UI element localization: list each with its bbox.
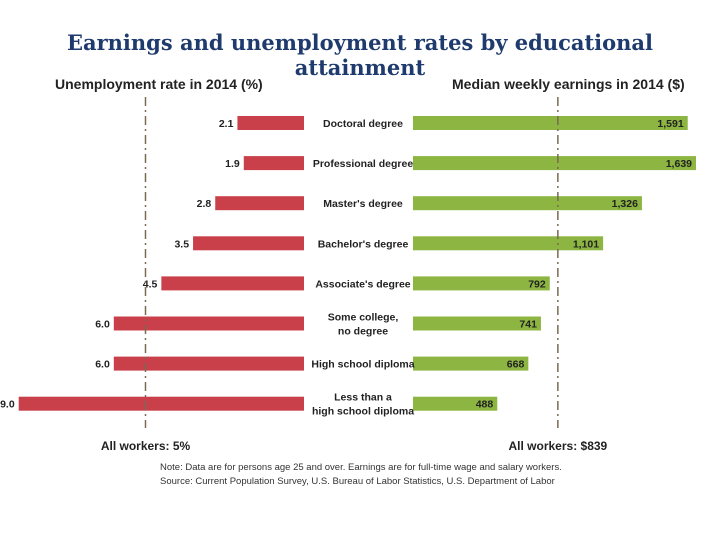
category-label-line: Professional degree <box>313 158 414 170</box>
earnings-value-label: 741 <box>519 319 537 331</box>
earnings-value-label: 488 <box>476 399 494 411</box>
earnings-bar <box>413 316 541 331</box>
earnings-value-label: 1,326 <box>612 198 638 210</box>
earnings-value-label: 1,101 <box>573 238 599 250</box>
earnings-bar <box>413 116 688 130</box>
chart-source: Source: Current Population Survey, U.S. … <box>160 476 555 487</box>
earnings-value-label: 792 <box>528 278 546 290</box>
unemployment-bar <box>18 396 304 411</box>
unemployment-value-label: 6.0 <box>95 319 110 331</box>
chart-title: Earnings and unemployment rates by educa… <box>66 30 654 80</box>
earnings-bar <box>413 356 529 371</box>
category-label: Master's degree <box>323 198 403 210</box>
unemployment-value-label: 3.5 <box>174 238 189 250</box>
category-label: Professional degree <box>313 158 414 170</box>
earnings-bar <box>413 156 696 171</box>
category-label-line: Less than a <box>334 392 392 404</box>
unemployment-reference-label: All workers: 5% <box>101 439 191 453</box>
unemployment-panel-title: Unemployment rate in 2014 (%) <box>55 76 263 92</box>
category-label-line: high school diploma <box>312 406 414 418</box>
unemployment-bar <box>193 236 304 251</box>
earnings-value-label: 1,639 <box>666 158 692 170</box>
unemployment-bar <box>113 356 304 371</box>
reference-lines: All workers: 5% All workers: $839 <box>101 97 608 453</box>
category-label-line: Some college, <box>328 312 399 324</box>
category-label: Less than a high school diploma <box>312 392 414 418</box>
unemployment-bar <box>113 316 304 331</box>
earnings-bar <box>413 396 498 411</box>
category-label-line: High school diploma <box>311 359 414 371</box>
unemployment-bar <box>237 116 304 130</box>
category-label-line: Doctoral degree <box>323 118 403 130</box>
earnings-bar <box>413 236 604 251</box>
unemployment-value-label: 2.8 <box>197 198 212 210</box>
category-label: High school diploma <box>311 359 414 371</box>
unemployment-value-label: 6.0 <box>95 359 110 371</box>
earnings-bar <box>413 276 550 291</box>
unemployment-value-label: 4.5 <box>143 278 158 290</box>
category-label: Associate's degree <box>315 278 410 290</box>
unemployment-bar <box>161 276 304 291</box>
unemployment-bar <box>215 196 304 211</box>
category-labels: Doctoral degree Professional degree Master… <box>311 118 414 418</box>
category-label: Doctoral degree <box>323 118 403 130</box>
earnings-bars: 1,591 1,639 1,326 1,101 792 741 668 488 <box>413 116 696 411</box>
earnings-reference-label: All workers: $839 <box>509 439 608 453</box>
unemployment-bar <box>243 156 304 171</box>
earnings-value-label: 1,591 <box>657 118 683 130</box>
chart-note: Note: Data are for persons age 25 and ov… <box>160 462 562 473</box>
category-label-line: Master's degree <box>323 198 403 210</box>
unemployment-value-label: 1.9 <box>225 158 240 170</box>
earnings-panel-title: Median weekly earnings in 2014 ($) <box>452 76 685 92</box>
earnings-bar <box>413 196 642 211</box>
category-label-line: Bachelor's degree <box>318 238 409 250</box>
unemployment-value-label: 2.1 <box>219 118 234 130</box>
category-label-line: Associate's degree <box>315 278 410 290</box>
unemployment-bars: 2.1 1.9 2.8 3.5 4.5 6.0 6.0 9.0 <box>0 116 304 411</box>
category-label: Some college, no degree <box>328 312 399 338</box>
earnings-value-label: 668 <box>507 359 525 371</box>
category-label-line: no degree <box>338 326 388 338</box>
unemployment-value-label: 9.0 <box>0 399 15 411</box>
category-label: Bachelor's degree <box>318 238 409 250</box>
